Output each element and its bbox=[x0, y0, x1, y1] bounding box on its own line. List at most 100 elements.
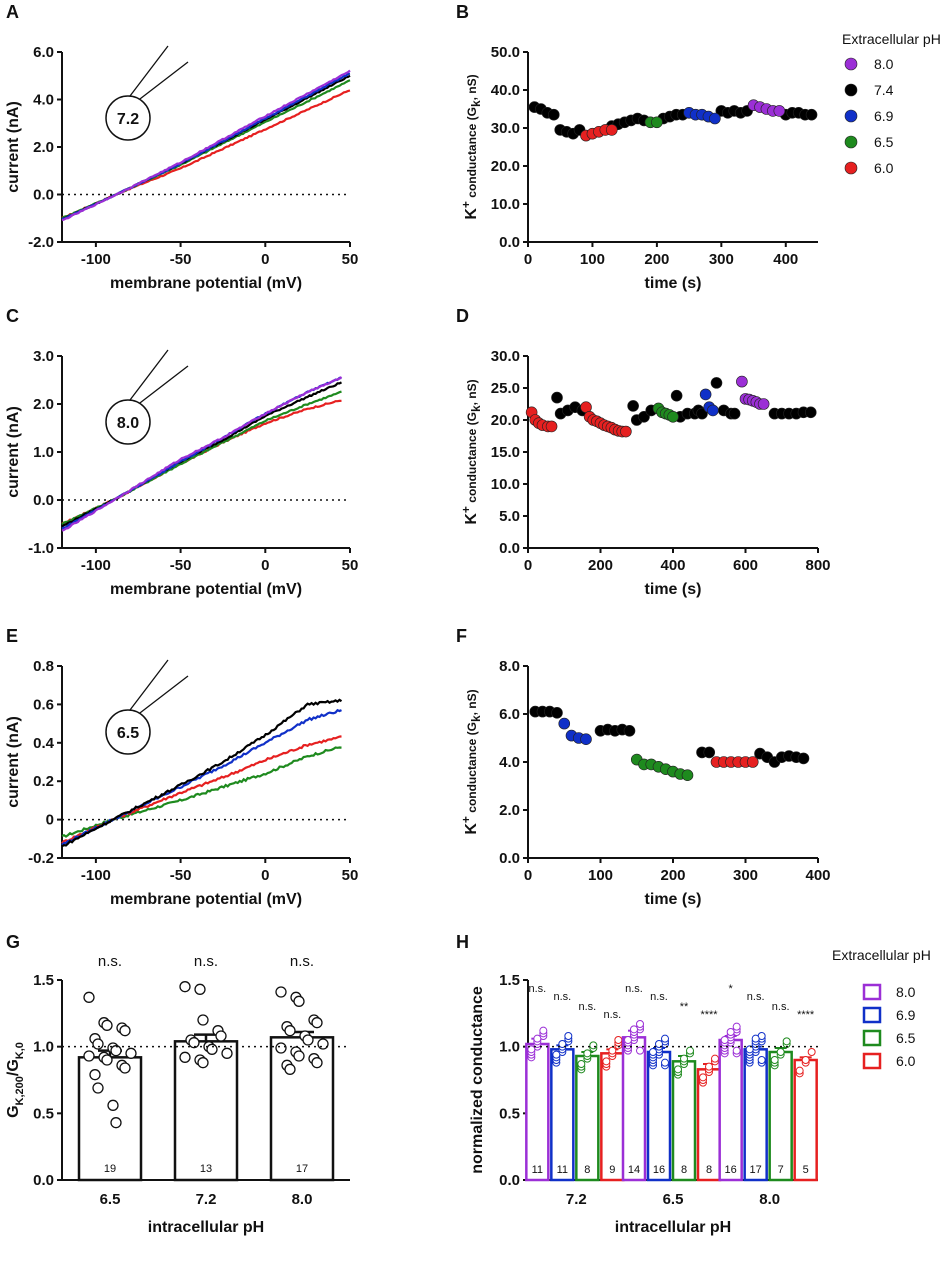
legend-marker-ph-65 bbox=[844, 135, 858, 149]
panel-h-x-tick-label: 6.5 bbox=[663, 1191, 684, 1208]
data-point bbox=[83, 1050, 95, 1062]
legend-marker-ph-65 bbox=[862, 1029, 882, 1047]
data-point-ph-65 bbox=[674, 1065, 682, 1074]
panel-g-y-axis-title-part: K,200 bbox=[14, 1076, 26, 1105]
significance-label: n.s. bbox=[98, 953, 122, 970]
panel-b-y-tick-label: 40.0 bbox=[491, 82, 520, 99]
data-point bbox=[293, 995, 305, 1007]
data-point bbox=[317, 1038, 329, 1050]
data-point bbox=[101, 1019, 113, 1031]
panel-f-y-tick-label: 2.0 bbox=[499, 802, 520, 819]
panel-e-y-tick-label: 0.4 bbox=[33, 735, 55, 752]
panel-a-pipette-wall bbox=[129, 45, 169, 97]
legend-label: 8.0 bbox=[896, 984, 916, 1000]
panel-h-y-tick-label: 0.0 bbox=[499, 1172, 520, 1189]
panel-a-y-tick-label: 6.0 bbox=[33, 44, 54, 61]
panel-b-y-tick-label: 0.0 bbox=[499, 234, 520, 251]
bar-ph-80 bbox=[525, 1042, 550, 1182]
sample-size-label: 14 bbox=[628, 1164, 640, 1176]
panel-d-y-tick-label: 10.0 bbox=[491, 476, 520, 493]
iv-trace-ph-74 bbox=[61, 698, 343, 848]
panel-f-x-tick-label: 100 bbox=[588, 867, 613, 884]
bar-ph-69 bbox=[550, 1048, 575, 1182]
data-point-ph-80 bbox=[624, 1036, 632, 1044]
data-point bbox=[119, 1025, 131, 1037]
data-point-ph-74 bbox=[623, 724, 636, 737]
legend-title: Extracellular pH bbox=[832, 947, 931, 963]
panel-g-y-tick-label: 1.5 bbox=[33, 972, 54, 989]
data-point-ph-80 bbox=[757, 398, 770, 410]
data-point-ph-74 bbox=[551, 706, 563, 719]
legend-label: 6.9 bbox=[874, 108, 894, 124]
panel-f-x-tick-label: 400 bbox=[805, 867, 830, 884]
data-point-ph-69 bbox=[580, 733, 592, 746]
panel-c-pipette-tip-circle bbox=[105, 399, 151, 445]
sample-size-label: 8 bbox=[681, 1164, 687, 1176]
legend-marker-ph-60 bbox=[844, 161, 858, 175]
data-point-ph-60 bbox=[746, 756, 759, 768]
panel-b-y-axis-title-part: k bbox=[469, 100, 483, 107]
panel-e-y-axis-title: current (nA) bbox=[5, 716, 22, 808]
panel-label-a: A bbox=[6, 2, 19, 22]
sample-size-label: 16 bbox=[725, 1164, 737, 1176]
data-point bbox=[119, 1062, 131, 1074]
panel-d-y-axis-title-part: k bbox=[469, 405, 483, 412]
panel-f-x-tick-label: 300 bbox=[733, 867, 758, 884]
significance-label: n.s. bbox=[650, 991, 668, 1003]
data-point bbox=[125, 1047, 137, 1059]
panel-f-y-axis-title-part: conductance (G bbox=[465, 722, 479, 816]
sample-size-label: 8 bbox=[706, 1164, 712, 1176]
panel-a-x-tick-label: -100 bbox=[81, 251, 111, 268]
panel-e-y-tick-label: 0.6 bbox=[33, 696, 54, 713]
panel-e-x-tick-label: -50 bbox=[170, 867, 192, 884]
panel-d-y-tick-label: 15.0 bbox=[491, 444, 520, 461]
sample-size-label: 7 bbox=[778, 1164, 784, 1176]
data-point-ph-80 bbox=[636, 1020, 644, 1028]
data-point-ph-80 bbox=[533, 1034, 542, 1043]
data-point bbox=[221, 1047, 233, 1059]
data-point-ph-60 bbox=[711, 1054, 719, 1063]
data-point-ph-74 bbox=[670, 389, 683, 402]
bar-ph-60 bbox=[600, 1052, 625, 1182]
panel-a-pipette-tip-circle bbox=[105, 95, 151, 141]
sample-size-label: 8 bbox=[584, 1164, 590, 1176]
panel-c-pipette-wall bbox=[129, 349, 169, 401]
sample-size-label: 11 bbox=[532, 1164, 543, 1176]
data-point-ph-80 bbox=[630, 1025, 638, 1034]
panel-a-y-axis-title: current (nA) bbox=[5, 101, 22, 193]
significance-label: n.s. bbox=[194, 953, 218, 970]
data-point-ph-65 bbox=[583, 1049, 592, 1058]
sample-size-label: 16 bbox=[653, 1164, 665, 1176]
panel-c-y-tick-label: 2.0 bbox=[33, 396, 54, 413]
panel-b-x-tick-label: 100 bbox=[580, 251, 605, 268]
panel-a-pipette-ph-label: 7.2 bbox=[117, 111, 139, 128]
panel-f-x-tick-label: 200 bbox=[660, 867, 685, 884]
data-point bbox=[197, 1014, 209, 1026]
panel-g-y-tick-label: 0.5 bbox=[33, 1105, 54, 1122]
panel-b-x-tick-label: 300 bbox=[709, 251, 734, 268]
data-point-ph-60 bbox=[605, 124, 618, 136]
significance-label: n.s. bbox=[625, 983, 643, 995]
panel-f-y-axis-title-part: k bbox=[469, 715, 483, 722]
data-point-ph-74 bbox=[797, 752, 810, 765]
panel-g-y-axis-title: GK,200/GK,0 bbox=[5, 1042, 26, 1118]
panel-a-x-tick-label: 50 bbox=[342, 251, 359, 268]
significance-label: ** bbox=[680, 1001, 689, 1013]
data-point bbox=[188, 1037, 200, 1049]
panel-label-b: B bbox=[456, 2, 469, 22]
significance-label: **** bbox=[797, 1009, 815, 1021]
panel-g-y-axis-title-part: /G bbox=[5, 1059, 22, 1076]
data-point-ph-69 bbox=[707, 404, 719, 417]
sample-size-label: 13 bbox=[200, 1163, 212, 1175]
data-point-ph-74 bbox=[805, 108, 818, 121]
data-point-ph-80 bbox=[732, 1022, 741, 1031]
panel-label-d: D bbox=[456, 306, 469, 326]
data-point-ph-69 bbox=[649, 1048, 657, 1056]
data-point-ph-65 bbox=[776, 1048, 785, 1056]
legend-label: 6.5 bbox=[874, 134, 894, 150]
panel-e-x-axis-title: membrane potential (mV) bbox=[110, 891, 302, 908]
panel-label-c: C bbox=[6, 306, 19, 326]
panel-b-y-tick-label: 20.0 bbox=[491, 158, 520, 175]
data-point bbox=[92, 1038, 104, 1050]
panel-f-y-axis-title-part: K bbox=[463, 823, 480, 835]
